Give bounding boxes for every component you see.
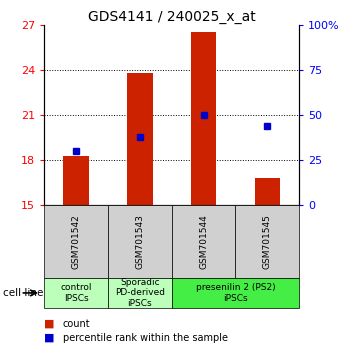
Bar bbox=[127, 73, 153, 205]
Text: GSM701545: GSM701545 bbox=[263, 214, 272, 269]
Text: GSM701543: GSM701543 bbox=[135, 214, 144, 269]
Text: control
IPSCs: control IPSCs bbox=[60, 283, 92, 303]
Bar bbox=[63, 156, 89, 205]
Bar bbox=[191, 32, 216, 205]
Title: GDS4141 / 240025_x_at: GDS4141 / 240025_x_at bbox=[88, 10, 256, 24]
Text: presenilin 2 (PS2)
iPSCs: presenilin 2 (PS2) iPSCs bbox=[195, 283, 275, 303]
Text: ■: ■ bbox=[44, 333, 55, 343]
Text: cell line: cell line bbox=[3, 288, 44, 298]
Text: count: count bbox=[63, 319, 90, 329]
Text: Sporadic
PD-derived
iPSCs: Sporadic PD-derived iPSCs bbox=[115, 278, 165, 308]
Text: GSM701542: GSM701542 bbox=[72, 214, 81, 269]
Text: GSM701544: GSM701544 bbox=[199, 214, 208, 269]
Text: percentile rank within the sample: percentile rank within the sample bbox=[63, 333, 228, 343]
Text: ■: ■ bbox=[44, 319, 55, 329]
Bar bbox=[255, 178, 280, 205]
